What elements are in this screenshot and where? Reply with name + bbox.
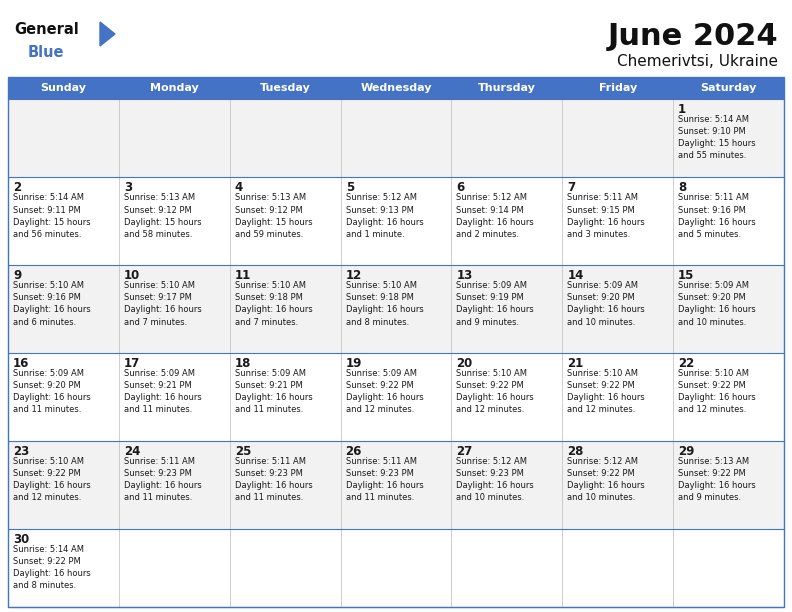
Text: Chemerivtsi, Ukraine: Chemerivtsi, Ukraine: [617, 54, 778, 69]
Text: Sunrise: 5:11 AM
Sunset: 9:23 PM
Daylight: 16 hours
and 11 minutes.: Sunrise: 5:11 AM Sunset: 9:23 PM Dayligh…: [124, 457, 202, 502]
Text: 7: 7: [567, 181, 576, 195]
Text: Tuesday: Tuesday: [260, 83, 310, 93]
Text: 26: 26: [345, 445, 362, 458]
Bar: [8, 441, 784, 529]
Text: Sunrise: 5:12 AM
Sunset: 9:13 PM
Daylight: 16 hours
and 1 minute.: Sunrise: 5:12 AM Sunset: 9:13 PM Dayligh…: [345, 193, 423, 239]
Text: Sunrise: 5:10 AM
Sunset: 9:17 PM
Daylight: 16 hours
and 7 minutes.: Sunrise: 5:10 AM Sunset: 9:17 PM Dayligh…: [124, 281, 202, 327]
Text: 29: 29: [678, 445, 695, 458]
Text: Sunrise: 5:10 AM
Sunset: 9:22 PM
Daylight: 16 hours
and 12 minutes.: Sunrise: 5:10 AM Sunset: 9:22 PM Dayligh…: [567, 369, 645, 414]
Text: 17: 17: [124, 357, 140, 370]
Text: Sunrise: 5:10 AM
Sunset: 9:16 PM
Daylight: 16 hours
and 6 minutes.: Sunrise: 5:10 AM Sunset: 9:16 PM Dayligh…: [13, 281, 91, 327]
Text: 21: 21: [567, 357, 584, 370]
Text: Sunrise: 5:13 AM
Sunset: 9:12 PM
Daylight: 15 hours
and 58 minutes.: Sunrise: 5:13 AM Sunset: 9:12 PM Dayligh…: [124, 193, 201, 239]
Text: 19: 19: [345, 357, 362, 370]
Text: 20: 20: [456, 357, 473, 370]
Text: 30: 30: [13, 532, 29, 546]
Text: 11: 11: [234, 269, 251, 282]
Text: 4: 4: [234, 181, 243, 195]
Text: Sunrise: 5:14 AM
Sunset: 9:22 PM
Daylight: 16 hours
and 8 minutes.: Sunrise: 5:14 AM Sunset: 9:22 PM Dayligh…: [13, 545, 91, 590]
Text: Sunrise: 5:12 AM
Sunset: 9:22 PM
Daylight: 16 hours
and 10 minutes.: Sunrise: 5:12 AM Sunset: 9:22 PM Dayligh…: [567, 457, 645, 502]
Text: 25: 25: [234, 445, 251, 458]
Text: Sunrise: 5:12 AM
Sunset: 9:23 PM
Daylight: 16 hours
and 10 minutes.: Sunrise: 5:12 AM Sunset: 9:23 PM Dayligh…: [456, 457, 534, 502]
Text: 9: 9: [13, 269, 21, 282]
Text: 1: 1: [678, 103, 686, 116]
Bar: [8, 99, 784, 177]
Text: Sunrise: 5:09 AM
Sunset: 9:20 PM
Daylight: 16 hours
and 10 minutes.: Sunrise: 5:09 AM Sunset: 9:20 PM Dayligh…: [567, 281, 645, 327]
Text: 5: 5: [345, 181, 354, 195]
Text: General: General: [14, 22, 78, 37]
Text: Monday: Monday: [150, 83, 199, 93]
Text: 2: 2: [13, 181, 21, 195]
Text: 12: 12: [345, 269, 362, 282]
Text: Sunrise: 5:09 AM
Sunset: 9:20 PM
Daylight: 16 hours
and 10 minutes.: Sunrise: 5:09 AM Sunset: 9:20 PM Dayligh…: [678, 281, 756, 327]
Text: Sunrise: 5:10 AM
Sunset: 9:18 PM
Daylight: 16 hours
and 7 minutes.: Sunrise: 5:10 AM Sunset: 9:18 PM Dayligh…: [234, 281, 313, 327]
Text: Saturday: Saturday: [700, 83, 757, 93]
Text: Sunday: Sunday: [40, 83, 86, 93]
Text: Sunrise: 5:10 AM
Sunset: 9:18 PM
Daylight: 16 hours
and 8 minutes.: Sunrise: 5:10 AM Sunset: 9:18 PM Dayligh…: [345, 281, 423, 327]
Bar: [8, 177, 784, 265]
Text: 6: 6: [456, 181, 465, 195]
Bar: [8, 77, 784, 99]
Text: Sunrise: 5:14 AM
Sunset: 9:10 PM
Daylight: 15 hours
and 55 minutes.: Sunrise: 5:14 AM Sunset: 9:10 PM Dayligh…: [678, 115, 756, 160]
Text: Sunrise: 5:13 AM
Sunset: 9:22 PM
Daylight: 16 hours
and 9 minutes.: Sunrise: 5:13 AM Sunset: 9:22 PM Dayligh…: [678, 457, 756, 502]
Text: Blue: Blue: [28, 45, 64, 60]
Text: Sunrise: 5:09 AM
Sunset: 9:21 PM
Daylight: 16 hours
and 11 minutes.: Sunrise: 5:09 AM Sunset: 9:21 PM Dayligh…: [124, 369, 202, 414]
Text: Sunrise: 5:10 AM
Sunset: 9:22 PM
Daylight: 16 hours
and 12 minutes.: Sunrise: 5:10 AM Sunset: 9:22 PM Dayligh…: [13, 457, 91, 502]
Text: Wednesday: Wednesday: [360, 83, 432, 93]
Text: 10: 10: [124, 269, 140, 282]
Text: 3: 3: [124, 181, 132, 195]
Text: Sunrise: 5:11 AM
Sunset: 9:16 PM
Daylight: 16 hours
and 5 minutes.: Sunrise: 5:11 AM Sunset: 9:16 PM Dayligh…: [678, 193, 756, 239]
Text: Sunrise: 5:09 AM
Sunset: 9:19 PM
Daylight: 16 hours
and 9 minutes.: Sunrise: 5:09 AM Sunset: 9:19 PM Dayligh…: [456, 281, 534, 327]
Polygon shape: [100, 22, 115, 46]
Bar: [8, 77, 784, 607]
Bar: [8, 265, 784, 353]
Text: Friday: Friday: [599, 83, 637, 93]
Text: 28: 28: [567, 445, 584, 458]
Text: Sunrise: 5:14 AM
Sunset: 9:11 PM
Daylight: 15 hours
and 56 minutes.: Sunrise: 5:14 AM Sunset: 9:11 PM Dayligh…: [13, 193, 90, 239]
Text: Sunrise: 5:10 AM
Sunset: 9:22 PM
Daylight: 16 hours
and 12 minutes.: Sunrise: 5:10 AM Sunset: 9:22 PM Dayligh…: [678, 369, 756, 414]
Text: June 2024: June 2024: [607, 22, 778, 51]
Text: Sunrise: 5:11 AM
Sunset: 9:23 PM
Daylight: 16 hours
and 11 minutes.: Sunrise: 5:11 AM Sunset: 9:23 PM Dayligh…: [234, 457, 313, 502]
Text: Sunrise: 5:11 AM
Sunset: 9:15 PM
Daylight: 16 hours
and 3 minutes.: Sunrise: 5:11 AM Sunset: 9:15 PM Dayligh…: [567, 193, 645, 239]
Text: Sunrise: 5:10 AM
Sunset: 9:22 PM
Daylight: 16 hours
and 12 minutes.: Sunrise: 5:10 AM Sunset: 9:22 PM Dayligh…: [456, 369, 534, 414]
Text: 14: 14: [567, 269, 584, 282]
Text: 16: 16: [13, 357, 29, 370]
Text: 15: 15: [678, 269, 695, 282]
Bar: [8, 353, 784, 441]
Text: Sunrise: 5:12 AM
Sunset: 9:14 PM
Daylight: 16 hours
and 2 minutes.: Sunrise: 5:12 AM Sunset: 9:14 PM Dayligh…: [456, 193, 534, 239]
Text: Sunrise: 5:11 AM
Sunset: 9:23 PM
Daylight: 16 hours
and 11 minutes.: Sunrise: 5:11 AM Sunset: 9:23 PM Dayligh…: [345, 457, 423, 502]
Text: Sunrise: 5:09 AM
Sunset: 9:22 PM
Daylight: 16 hours
and 12 minutes.: Sunrise: 5:09 AM Sunset: 9:22 PM Dayligh…: [345, 369, 423, 414]
Text: Sunrise: 5:09 AM
Sunset: 9:20 PM
Daylight: 16 hours
and 11 minutes.: Sunrise: 5:09 AM Sunset: 9:20 PM Dayligh…: [13, 369, 91, 414]
Text: 18: 18: [234, 357, 251, 370]
Text: 22: 22: [678, 357, 695, 370]
Text: 27: 27: [456, 445, 473, 458]
Text: Sunrise: 5:13 AM
Sunset: 9:12 PM
Daylight: 15 hours
and 59 minutes.: Sunrise: 5:13 AM Sunset: 9:12 PM Dayligh…: [234, 193, 312, 239]
Text: 24: 24: [124, 445, 140, 458]
Text: Thursday: Thursday: [478, 83, 536, 93]
Bar: [8, 529, 784, 607]
Text: 13: 13: [456, 269, 473, 282]
Text: Sunrise: 5:09 AM
Sunset: 9:21 PM
Daylight: 16 hours
and 11 minutes.: Sunrise: 5:09 AM Sunset: 9:21 PM Dayligh…: [234, 369, 313, 414]
Text: 8: 8: [678, 181, 687, 195]
Text: 23: 23: [13, 445, 29, 458]
